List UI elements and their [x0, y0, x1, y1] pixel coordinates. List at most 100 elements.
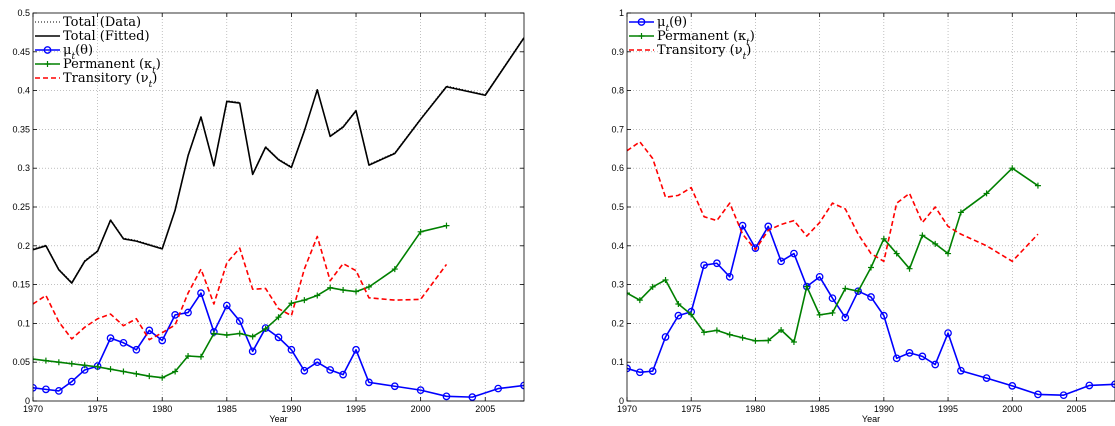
legend-label-subscript: t: [71, 52, 75, 62]
data-point-mu: [352, 345, 360, 354]
y-tick-label: 0.3: [611, 280, 624, 290]
data-point-mu: [982, 374, 991, 382]
legend-label-tail: (θ): [669, 15, 687, 30]
y-tick-label: 0.2: [17, 241, 30, 251]
data-point-mu: [106, 334, 115, 342]
y-tick-label: 0: [619, 396, 624, 406]
data-point-mu: [815, 272, 824, 281]
data-point-mu: [635, 368, 644, 377]
x-tick-label: 1995: [346, 404, 366, 414]
y-tick-label: 0.1: [611, 357, 624, 367]
data-point-permanent: [893, 250, 900, 257]
y-tick-label: 0.1: [17, 318, 30, 328]
data-point-permanent: [855, 288, 862, 295]
legend-label: Transitory (νt): [657, 43, 751, 62]
data-point-mu: [235, 317, 244, 325]
x-tick-label: 2005: [475, 404, 495, 414]
y-tick-label: 0.25: [12, 202, 30, 212]
data-point-mu: [365, 378, 373, 387]
data-point-mu: [33, 383, 37, 392]
data-point-mu: [1008, 382, 1017, 390]
legend-label: Permanent (κt): [657, 29, 755, 48]
data-point-permanent: [327, 284, 334, 291]
legend-label-tail: (θ): [75, 43, 93, 58]
legend: μt(θ)Permanent (κt)Transitory (νt): [629, 15, 755, 62]
data-point-mu: [248, 347, 257, 356]
legend-label: μt(θ): [657, 15, 687, 34]
data-point-permanent: [262, 325, 269, 332]
data-point-permanent: [739, 334, 746, 341]
data-point-permanent: [829, 309, 836, 316]
data-point-mu: [300, 366, 309, 375]
data-point-mu: [390, 382, 399, 391]
data-point-mu: [627, 364, 631, 373]
data-point-permanent: [752, 337, 759, 344]
data-point-mu: [158, 336, 167, 345]
data-point-permanent: [803, 283, 810, 290]
data-point-mu: [42, 385, 50, 394]
y-tick-label: 0.05: [12, 357, 30, 367]
series-group: [33, 36, 524, 401]
x-tick-label: 1970: [23, 404, 43, 414]
data-point-permanent: [185, 352, 192, 359]
legend-marker-mu: [43, 46, 52, 54]
data-point-permanent: [68, 360, 75, 367]
data-point-permanent: [353, 288, 360, 295]
legend-label-main: Permanent (κ: [657, 29, 746, 44]
data-point-mu: [222, 301, 231, 310]
data-point-permanent: [94, 363, 101, 370]
data-point-permanent: [816, 311, 823, 318]
data-point-permanent: [919, 232, 926, 239]
data-point-permanent: [146, 373, 153, 380]
data-point-mu: [1085, 381, 1094, 390]
legend-label: Total (Fitted): [63, 29, 150, 44]
data-point-mu: [725, 272, 734, 281]
data-point-mu: [274, 333, 283, 342]
legend-label-main: Permanent (κ: [63, 57, 152, 72]
data-point-mu: [790, 249, 798, 258]
data-point-permanent: [417, 228, 424, 235]
y-tick-label: 0.8: [611, 86, 624, 96]
data-point-mu: [931, 360, 940, 369]
legend-label-tail: ): [750, 29, 755, 44]
data-point-permanent: [197, 353, 204, 360]
data-point-permanent: [172, 368, 179, 375]
y-tick-label: 0.5: [17, 8, 30, 18]
data-point-permanent: [636, 297, 643, 304]
data-point-permanent: [688, 311, 695, 318]
x-tick-label: 1980: [152, 404, 172, 414]
legend-label-tail: ): [152, 71, 157, 86]
data-point-mu: [944, 329, 952, 337]
data-point-permanent: [945, 250, 952, 257]
data-point-permanent: [159, 374, 166, 381]
data-point-mu: [494, 384, 503, 393]
data-point-permanent: [249, 333, 256, 340]
legend-label-main: μ: [657, 15, 665, 30]
legend-label-subscript: t: [149, 80, 153, 90]
x-tick-label: 1980: [745, 404, 765, 414]
data-point-mu: [468, 393, 477, 401]
legend-label-subscript: t: [665, 24, 669, 34]
x-tick-label: 2005: [1066, 404, 1086, 414]
data-point-mu: [918, 352, 927, 361]
data-point-permanent: [275, 314, 282, 321]
data-point-permanent: [842, 285, 849, 292]
data-point-permanent: [33, 356, 36, 363]
y-tick-label: 0.35: [12, 124, 30, 134]
x-axis-title: Year: [269, 414, 287, 424]
data-point-mu: [54, 387, 63, 395]
data-point-permanent: [120, 368, 127, 375]
data-point-permanent: [880, 235, 887, 242]
x-tick-label: 2000: [1002, 404, 1022, 414]
data-point-permanent: [55, 359, 62, 366]
data-point-mu: [416, 386, 425, 394]
legend-label-tail: ): [156, 57, 161, 72]
legend-label-tail: ): [746, 43, 751, 58]
data-point-permanent: [42, 357, 49, 364]
data-point-mu: [841, 313, 850, 322]
data-point-permanent: [107, 366, 114, 373]
data-point-permanent: [288, 300, 295, 307]
y-tick-label: 0.6: [611, 163, 624, 173]
